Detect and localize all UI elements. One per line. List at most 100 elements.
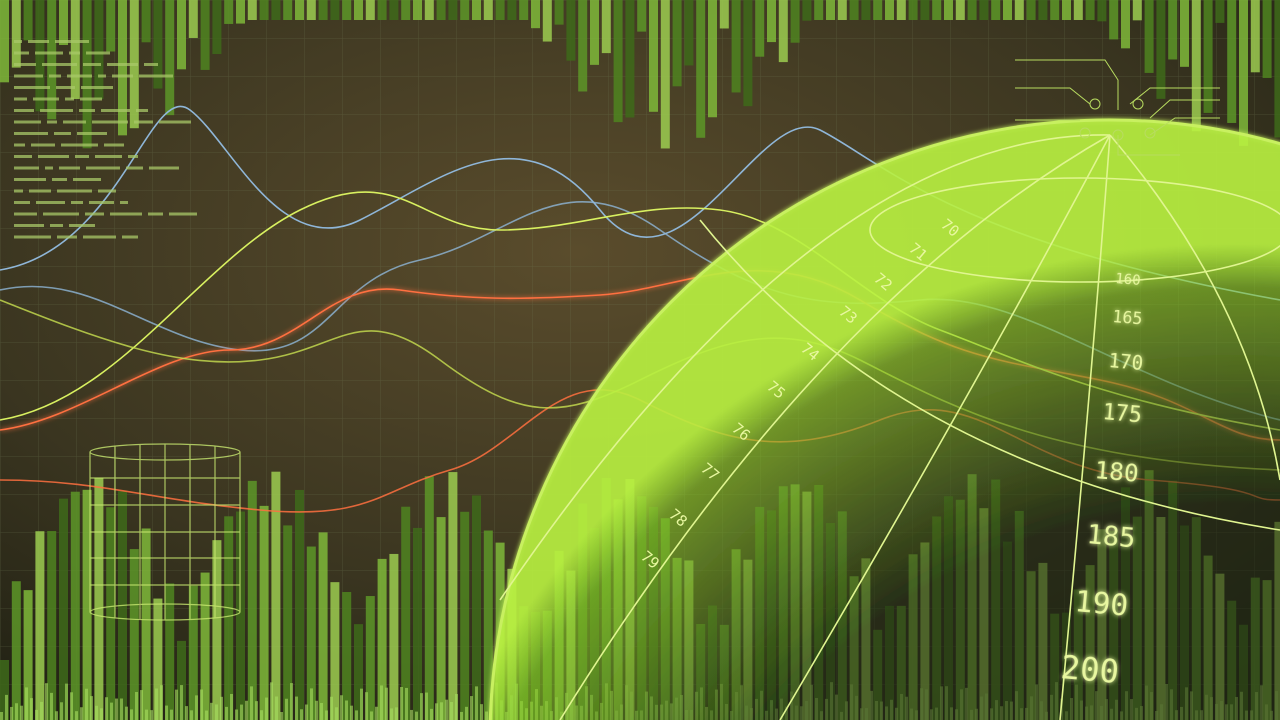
- bar: [1168, 0, 1178, 60]
- wave: [175, 689, 178, 720]
- bar: [224, 0, 234, 24]
- wave: [45, 683, 48, 720]
- wave: [180, 685, 183, 720]
- bar: [932, 0, 942, 20]
- bar: [849, 0, 859, 20]
- bar: [413, 527, 422, 720]
- code-dash: [110, 212, 142, 216]
- bar: [1250, 0, 1260, 73]
- bar: [1121, 0, 1130, 49]
- bar: [1003, 0, 1012, 20]
- wave: [375, 706, 378, 720]
- code-dash: [148, 212, 163, 216]
- bar: [708, 0, 717, 118]
- wave: [140, 690, 143, 720]
- code-dash: [95, 155, 122, 158]
- bar: [483, 0, 493, 20]
- bar: [613, 0, 623, 123]
- code-dash: [14, 201, 30, 204]
- bar: [554, 0, 564, 25]
- bar: [1014, 0, 1024, 20]
- code-dash: [169, 212, 197, 216]
- code-dash: [120, 201, 128, 204]
- bar: [448, 472, 458, 720]
- bar: [342, 0, 352, 20]
- code-dash: [14, 166, 39, 170]
- wave: [40, 701, 43, 720]
- curve: [0, 105, 1280, 301]
- bar: [23, 0, 33, 41]
- wave: [365, 692, 368, 720]
- wave: [95, 705, 98, 720]
- wave: [240, 704, 243, 720]
- wave: [315, 700, 318, 720]
- bar: [283, 525, 293, 720]
- bar: [885, 0, 894, 20]
- code-dash: [86, 51, 110, 55]
- wave: [255, 701, 258, 720]
- bar: [896, 0, 906, 20]
- code-dash: [14, 178, 46, 181]
- code-dash: [33, 97, 59, 101]
- wave: [295, 696, 298, 720]
- wave: [60, 702, 63, 720]
- wave: [445, 699, 448, 720]
- code-dash: [50, 224, 63, 227]
- code-dash: [14, 63, 36, 66]
- bar: [401, 506, 411, 720]
- bar: [259, 0, 269, 20]
- bar: [118, 0, 127, 136]
- bar: [70, 0, 80, 100]
- meridian: [1109, 134, 1280, 481]
- wave: [470, 696, 473, 720]
- bar: [306, 546, 316, 720]
- wave: [430, 708, 433, 720]
- cylinder: [89, 443, 241, 621]
- bar: [165, 583, 175, 720]
- code-dash: [144, 63, 158, 66]
- bar: [472, 495, 481, 720]
- wave: [440, 702, 443, 720]
- bar: [1144, 0, 1154, 73]
- wave: [100, 708, 103, 720]
- wave: [480, 704, 483, 720]
- code-dash: [38, 155, 69, 158]
- code-dash: [104, 143, 124, 147]
- bar: [401, 0, 411, 20]
- wave: [115, 698, 118, 720]
- bar: [590, 0, 599, 65]
- bar: [578, 0, 588, 92]
- wave: [75, 711, 78, 720]
- wave: [150, 710, 153, 720]
- code-dash: [59, 166, 80, 170]
- wave: [405, 687, 408, 720]
- code-dash: [57, 189, 92, 193]
- bar: [70, 491, 80, 720]
- bar: [35, 0, 45, 112]
- wave: [145, 709, 148, 720]
- wave: [80, 707, 83, 720]
- parallel: [699, 219, 1280, 531]
- bar: [377, 558, 387, 720]
- bar: [271, 471, 281, 720]
- code-dash: [14, 51, 29, 55]
- wave: [0, 712, 3, 720]
- code-dash: [112, 74, 133, 78]
- bar: [625, 0, 635, 118]
- scale-label: 165: [1112, 307, 1144, 329]
- scale-label: 190: [1073, 584, 1129, 623]
- code-dash: [75, 155, 89, 158]
- code-dash: [42, 63, 77, 66]
- wave: [195, 695, 198, 720]
- bar: [1274, 0, 1280, 138]
- bar: [601, 0, 611, 54]
- bar: [330, 582, 340, 720]
- bar: [1239, 0, 1248, 146]
- wave: [310, 688, 313, 720]
- code-dash: [14, 155, 32, 158]
- wave: [385, 687, 388, 720]
- wave: [400, 687, 403, 720]
- bar: [1215, 0, 1225, 23]
- wave: [35, 709, 38, 720]
- bar: [365, 596, 375, 720]
